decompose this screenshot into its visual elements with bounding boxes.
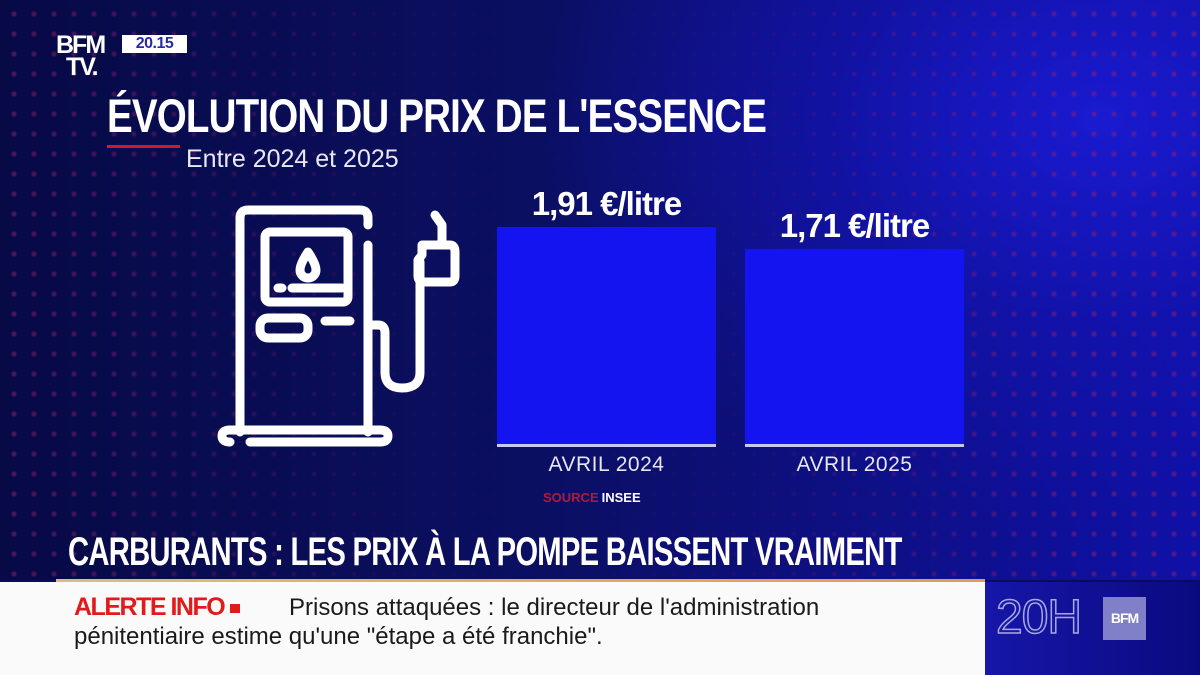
ticker-text: Prisons attaquées : le directeur de l'ad… — [74, 593, 974, 651]
source-value: INSEE — [601, 490, 641, 505]
logo-line-2: TV. — [66, 53, 99, 81]
source-label: SOURCE — [543, 490, 599, 505]
ticker-line-1: Prisons attaquées : le directeur de l'ad… — [289, 594, 820, 621]
category-label: AVRIL 2024 — [548, 453, 665, 476]
alert-label: ALERTE INFO — [74, 593, 241, 622]
bar-baseline — [497, 444, 716, 447]
show-name: 20H — [995, 590, 1083, 645]
alert-square-icon — [230, 603, 241, 613]
chart-subtitle: Entre 2024 et 2025 — [186, 145, 399, 173]
show-corner-bug — [985, 582, 1200, 675]
fuel-pump-icon — [217, 205, 460, 447]
value-label: 1,71 €/litre — [779, 207, 930, 244]
ticker-line-2: pénitentiaire estime qu'une "étape a été… — [74, 623, 603, 650]
category-label: AVRIL 2025 — [796, 453, 913, 476]
logo-line-1: BFM — [56, 31, 106, 59]
headline: CARBURANTS : LES PRIX À LA POMPE BAISSEN… — [68, 530, 902, 574]
bar — [745, 249, 964, 445]
source-credit: SOURCE INSEE — [543, 490, 641, 505]
headline-rule — [56, 579, 985, 582]
bfmtv-logo: BFM TV. — [56, 31, 106, 81]
value-label: 1,91 €/litre — [531, 185, 682, 222]
alert-text: ALERTE INFO — [74, 593, 226, 621]
bfm-logo-badge: BFM — [1103, 597, 1146, 640]
bar — [497, 227, 716, 445]
chart-title: ÉVOLUTION DU PRIX DE L'ESSENCE — [107, 89, 767, 142]
time-badge: 20.15 — [122, 35, 187, 53]
title-underline — [107, 145, 180, 148]
news-ticker — [0, 582, 985, 675]
bar-baseline — [745, 444, 964, 447]
